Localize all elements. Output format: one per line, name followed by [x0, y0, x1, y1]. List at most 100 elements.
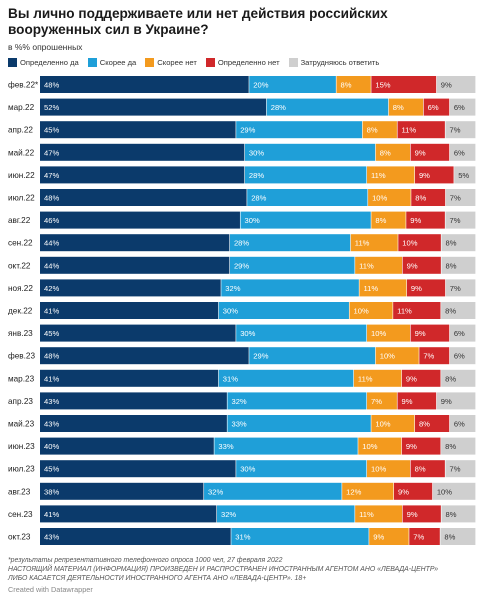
category-label: апр.23 — [8, 397, 33, 406]
bar-segment — [40, 166, 245, 184]
bar-value-label: 8% — [444, 533, 455, 542]
bar-value-label: 11% — [359, 510, 374, 519]
bar-segment — [221, 279, 359, 297]
bar-segment — [227, 392, 367, 410]
bar-value-label: 6% — [454, 329, 465, 338]
bar-value-label: 10% — [371, 465, 386, 474]
legend-label: Затрудняюсь ответить — [300, 58, 380, 67]
legend-label: Скорее да — [99, 58, 137, 67]
bar-segment — [244, 143, 376, 161]
chart-legend: Определенно да Скорее да Скорее нет Определ… — [8, 58, 478, 67]
bar-segment — [393, 482, 433, 500]
bar-value-label: 30% — [249, 148, 264, 157]
bar-value-label: 32% — [208, 487, 223, 496]
bar-value-label: 32% — [225, 284, 240, 293]
bar-value-label: 48% — [44, 352, 59, 361]
category-label: фев.23 — [8, 352, 35, 361]
legend-item-3: Определенно нет — [205, 58, 280, 67]
footnote-line-1: *результаты репрезентативного телефонног… — [8, 557, 283, 564]
bar-value-label: 8% — [415, 194, 426, 203]
bar-value-label: 45% — [44, 465, 59, 474]
bar-segment — [40, 256, 230, 274]
bar-value-label: 44% — [44, 261, 59, 270]
category-label: сен.22 — [8, 239, 33, 248]
bar-value-label: 29% — [253, 352, 268, 361]
legend-item-2: Скорее нет — [145, 58, 197, 67]
bar-value-label: 7% — [449, 216, 460, 225]
bar-value-label: 7% — [423, 352, 434, 361]
bar-segment — [445, 189, 476, 206]
bar-segment — [218, 302, 349, 319]
bar-segment — [454, 166, 476, 184]
bar-segment — [362, 121, 397, 139]
bar-segment — [358, 437, 402, 455]
bar-segment — [229, 256, 355, 274]
bar-value-label: 11% — [363, 284, 378, 293]
bar-value-label: 6% — [454, 103, 465, 112]
bar-segment — [231, 528, 369, 545]
bar-segment — [402, 505, 441, 523]
bar-segment — [40, 347, 249, 365]
bar-value-label: 9% — [410, 216, 421, 225]
category-label: сен.23 — [8, 510, 33, 519]
bar-value-label: 9% — [411, 284, 422, 293]
bar-value-label: 6% — [454, 352, 465, 361]
bar-value-label: 10% — [437, 487, 452, 496]
bar-value-label: 9% — [402, 397, 413, 406]
bar-segment — [40, 211, 240, 229]
bar-segment — [367, 324, 410, 342]
bar-segment — [441, 369, 476, 387]
bar-segment — [40, 415, 227, 432]
category-label: апр.22 — [8, 126, 33, 135]
bar-segment — [388, 98, 424, 116]
bar-segment — [441, 505, 476, 523]
bar-segment — [40, 189, 247, 206]
bar-segment — [227, 415, 371, 432]
bar-value-label: 8% — [445, 239, 456, 248]
bar-segment — [397, 392, 437, 410]
bar-segment — [423, 98, 450, 116]
bar-segment — [441, 437, 476, 455]
bar-segment — [236, 460, 367, 478]
bar-segment — [368, 189, 411, 206]
category-label: янв.23 — [8, 329, 33, 338]
bar-segment — [229, 234, 351, 252]
bar-segment — [449, 415, 476, 432]
category-label: дек.22 — [8, 307, 33, 316]
bar-segment — [240, 211, 371, 229]
bar-value-label: 31% — [235, 533, 250, 542]
bar-value-label: 11% — [355, 239, 370, 248]
bar-segment — [445, 121, 476, 139]
bar-value-label: 11% — [359, 261, 374, 270]
bar-value-label: 30% — [245, 216, 260, 225]
bar-segment — [393, 302, 441, 319]
bar-segment — [40, 143, 245, 161]
stacked-bar-chart: фев.22* 48% 20% 8% 15% 9% мар.22 52% 28% 8% 6% 6% ап… — [8, 76, 476, 545]
legend-swatch — [145, 58, 155, 67]
bar-segment — [236, 324, 367, 342]
bar-value-label: 8% — [415, 465, 426, 474]
bar-segment — [402, 256, 441, 274]
bar-segment — [449, 324, 476, 342]
bar-segment — [349, 302, 393, 319]
bar-segment — [40, 505, 217, 523]
bar-segment — [398, 234, 441, 252]
bar-segment — [350, 234, 398, 252]
bar-segment — [445, 460, 476, 478]
bar-value-label: 46% — [44, 216, 59, 225]
bar-segment — [369, 528, 409, 545]
bar-segment — [355, 505, 403, 523]
bar-segment — [449, 98, 476, 116]
bar-value-label: 9% — [406, 442, 417, 451]
bar-value-label: 8% — [445, 374, 456, 383]
bar-segment — [359, 279, 407, 297]
bar-segment — [441, 302, 476, 319]
bar-value-label: 8% — [367, 126, 378, 135]
bar-segment — [40, 234, 230, 252]
category-label: май.22 — [8, 148, 35, 157]
bar-value-label: 32% — [231, 397, 246, 406]
bar-segment — [441, 256, 476, 274]
bar-value-label: 11% — [358, 374, 373, 383]
bar-value-label: 9% — [441, 81, 452, 90]
bar-value-label: 41% — [44, 374, 59, 383]
